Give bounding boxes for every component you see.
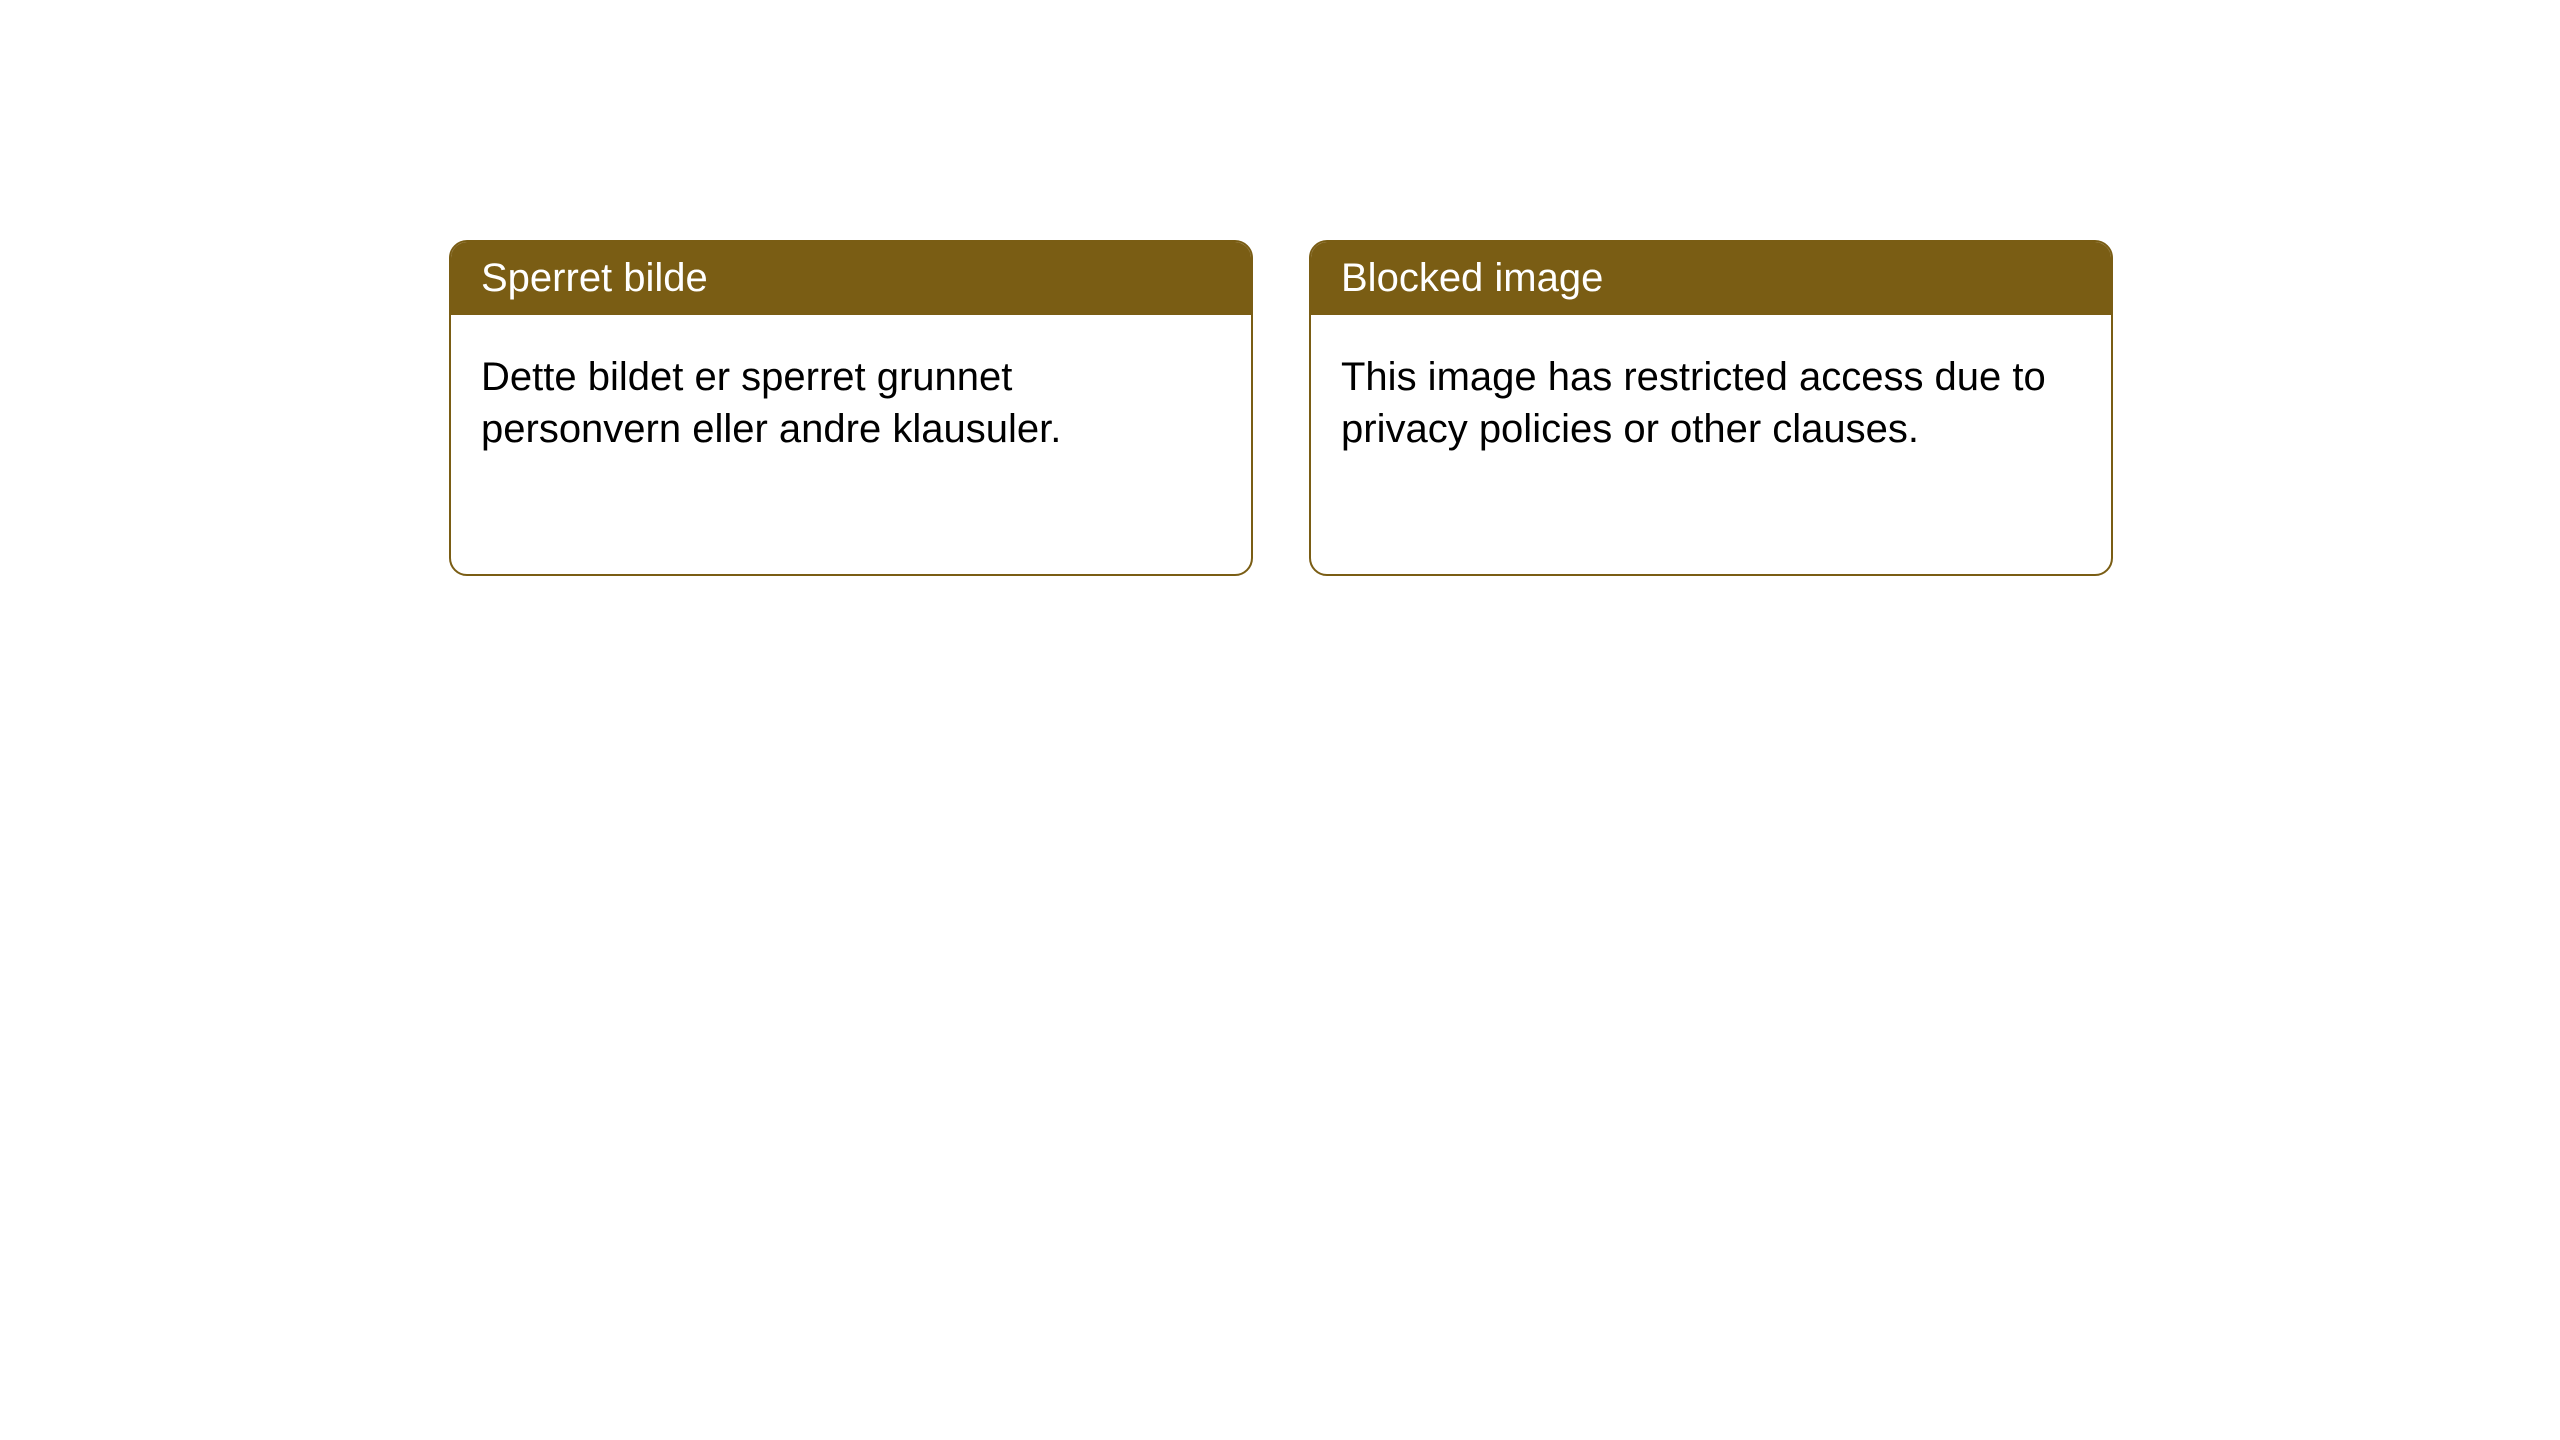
card-header-en: Blocked image [1311,242,2111,315]
blocked-image-notices: Sperret bilde Dette bildet er sperret gr… [449,240,2113,576]
card-body-en: This image has restricted access due to … [1311,315,2111,491]
blocked-image-card-no: Sperret bilde Dette bildet er sperret gr… [449,240,1253,576]
card-header-no: Sperret bilde [451,242,1251,315]
card-body-no: Dette bildet er sperret grunnet personve… [451,315,1251,491]
blocked-image-card-en: Blocked image This image has restricted … [1309,240,2113,576]
